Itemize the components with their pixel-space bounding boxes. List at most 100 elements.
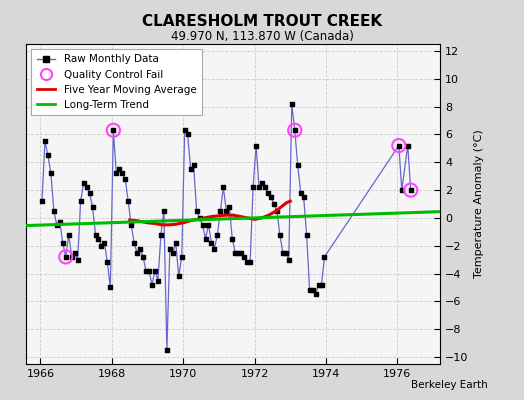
Point [225,204,234,210]
Legend: Raw Monthly Data, Quality Control Fail, Five Year Moving Average, Long-Term Tren: Raw Monthly Data, Quality Control Fail, … [31,49,202,115]
Point [118,170,126,176]
Text: Berkeley Earth: Berkeley Earth [411,380,487,390]
Point [309,287,317,294]
Point [181,127,189,134]
Point [240,254,248,260]
Point [204,222,213,228]
Point [264,190,272,196]
Point [154,277,162,284]
Point [237,250,245,256]
Point [80,180,88,186]
Point [201,236,210,242]
Point [246,259,254,266]
Point [100,240,108,246]
Point [311,291,320,298]
Point [255,184,263,190]
Point [195,215,204,221]
Text: 49.970 N, 113.870 W (Canada): 49.970 N, 113.870 W (Canada) [171,30,353,43]
Point [208,240,216,246]
Point [190,162,198,168]
Point [302,232,311,238]
Point [285,256,293,263]
Point [64,232,73,238]
Point [160,208,168,214]
Point [169,250,177,256]
Point [249,184,257,190]
Point [178,254,186,260]
Point [121,176,129,182]
Point [136,245,144,252]
Point [272,208,281,214]
Point [68,254,76,260]
Point [395,142,403,149]
Point [174,273,183,280]
Point [139,254,147,260]
Point [52,222,61,228]
Point [258,180,266,186]
Point [231,250,239,256]
Point [199,222,207,228]
Point [97,242,106,249]
Point [305,287,314,294]
Point [109,127,117,134]
Point [243,259,252,266]
Point [82,184,91,190]
Point [70,250,79,256]
Point [261,184,269,190]
Point [297,190,305,196]
Point [151,268,159,274]
Point [61,254,70,260]
Point [290,127,299,134]
Point [145,268,153,274]
Point [56,219,64,225]
Point [73,256,82,263]
Point [318,282,326,288]
Point [222,208,231,214]
Point [293,162,302,168]
Point [187,166,195,172]
Point [94,236,103,242]
Point [115,166,124,172]
Point [267,194,275,200]
Point [403,142,412,149]
Point [228,236,236,242]
Point [407,187,415,193]
Point [183,131,192,138]
Point [91,232,100,238]
Point [320,254,329,260]
Point [166,245,174,252]
Point [290,127,299,134]
Point [43,152,52,158]
Point [112,170,121,176]
Point [50,208,58,214]
Point [142,268,150,274]
Point [192,208,201,214]
Point [77,198,85,204]
Point [398,187,406,193]
Point [395,142,403,149]
Point [85,190,94,196]
Point [314,282,323,288]
Point [213,232,222,238]
Point [106,284,115,291]
Point [47,170,55,176]
Point [281,250,290,256]
Point [276,232,284,238]
Point [219,184,227,190]
Point [127,222,135,228]
Point [148,282,156,288]
Point [270,201,278,207]
Point [288,101,296,107]
Point [210,245,219,252]
Point [162,347,171,353]
Point [133,250,141,256]
Point [407,187,415,193]
Point [61,254,70,260]
Point [124,198,133,204]
Point [59,240,67,246]
Point [103,259,112,266]
Point [130,240,138,246]
Point [89,204,97,210]
Text: CLARESHOLM TROUT CREEK: CLARESHOLM TROUT CREEK [142,14,382,29]
Point [38,198,46,204]
